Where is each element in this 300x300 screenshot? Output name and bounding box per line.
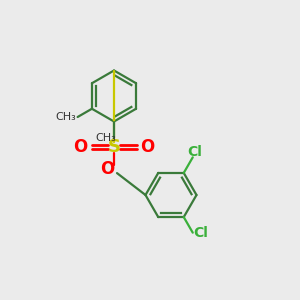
Text: Cl: Cl	[187, 145, 202, 159]
Text: Cl: Cl	[193, 226, 208, 240]
Text: O: O	[73, 138, 88, 156]
Text: O: O	[100, 160, 114, 178]
Text: CH₃: CH₃	[95, 133, 116, 143]
Text: CH₃: CH₃	[56, 112, 76, 122]
Text: S: S	[107, 138, 121, 156]
Text: O: O	[140, 138, 155, 156]
